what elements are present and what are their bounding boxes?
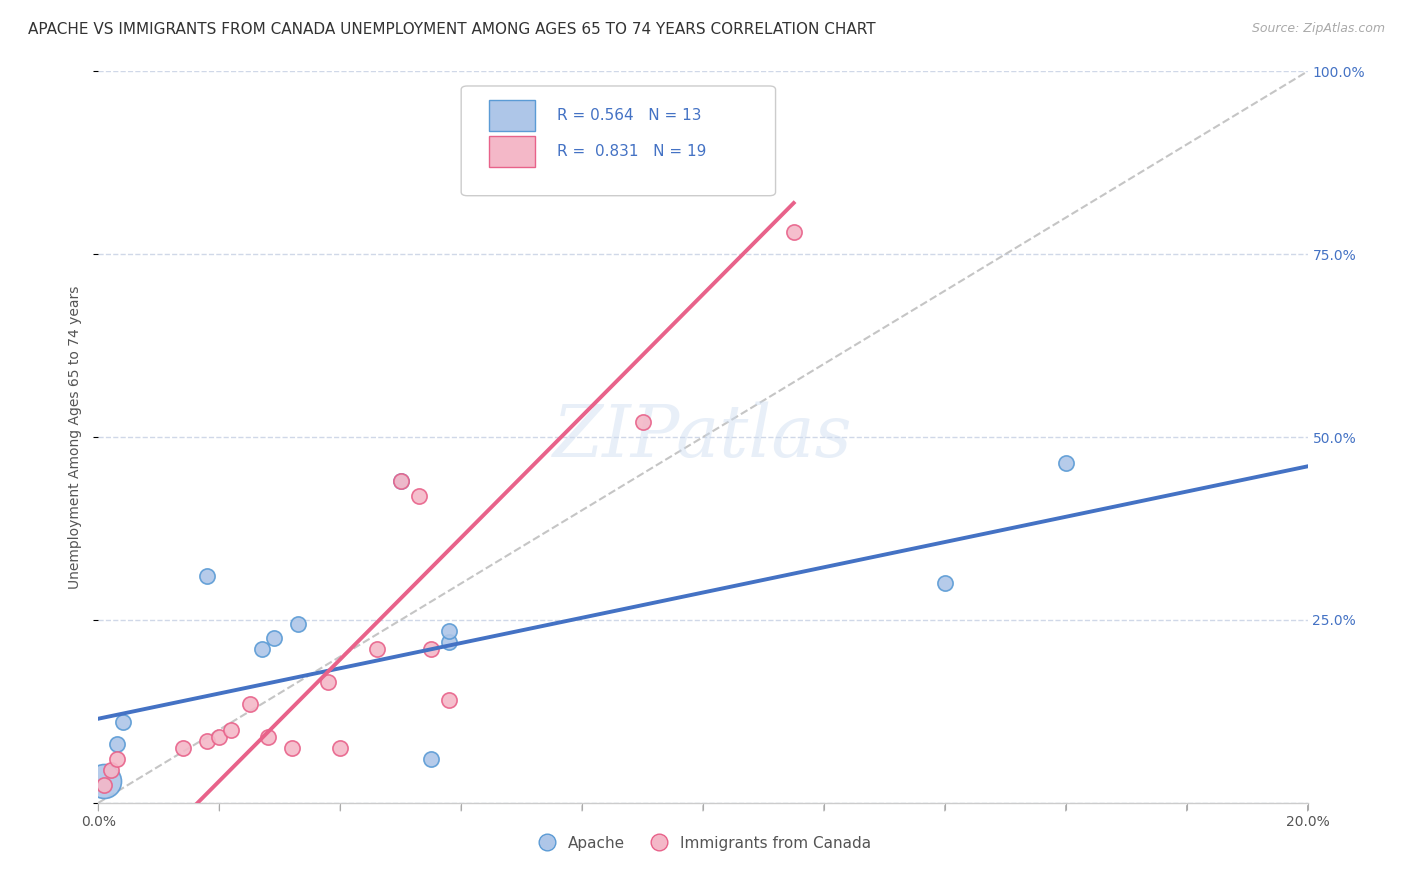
Text: R =  0.831   N = 19: R = 0.831 N = 19 [557, 145, 706, 160]
Point [221, 723, 243, 737]
Point [208, 730, 231, 744]
Point [172, 740, 194, 755]
Point [195, 733, 218, 747]
Y-axis label: Unemployment Among Ages 65 to 74 years: Unemployment Among Ages 65 to 74 years [69, 285, 83, 589]
Point [783, 225, 806, 239]
Point [437, 693, 460, 707]
Point [105, 737, 128, 751]
Point [934, 576, 956, 591]
Point [256, 730, 278, 744]
Legend: Apache, Immigrants from Canada: Apache, Immigrants from Canada [529, 830, 877, 857]
Point [389, 474, 412, 488]
Point [250, 642, 273, 657]
FancyBboxPatch shape [489, 100, 534, 130]
Point [316, 675, 339, 690]
Point [437, 635, 460, 649]
Point [239, 697, 262, 711]
Text: Source: ZipAtlas.com: Source: ZipAtlas.com [1251, 22, 1385, 36]
Point [287, 616, 309, 631]
Point [105, 752, 128, 766]
Point [281, 740, 304, 755]
Point [389, 474, 412, 488]
Text: ZIPatlas: ZIPatlas [553, 401, 853, 473]
Point [329, 740, 352, 755]
Point [437, 624, 460, 638]
Point [195, 569, 218, 583]
Text: R = 0.564   N = 13: R = 0.564 N = 13 [557, 108, 702, 123]
Point [420, 752, 443, 766]
Text: APACHE VS IMMIGRANTS FROM CANADA UNEMPLOYMENT AMONG AGES 65 TO 74 YEARS CORRELAT: APACHE VS IMMIGRANTS FROM CANADA UNEMPLO… [28, 22, 876, 37]
Point [100, 763, 122, 777]
Point [420, 642, 443, 657]
Point [1054, 456, 1077, 470]
FancyBboxPatch shape [461, 86, 776, 195]
Point [263, 632, 285, 646]
Point [111, 715, 134, 730]
Point [408, 489, 430, 503]
Point [93, 773, 115, 788]
Point [366, 642, 388, 657]
FancyBboxPatch shape [489, 136, 534, 167]
Point [631, 416, 654, 430]
Point [93, 778, 115, 792]
